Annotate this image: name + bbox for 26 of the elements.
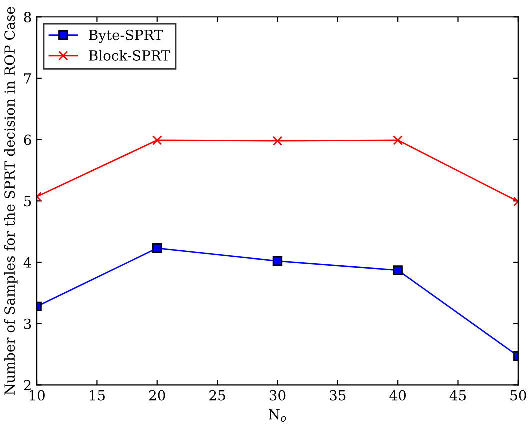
legend-label: Byte-SPRT bbox=[89, 30, 164, 44]
legend-label: Block-SPRT bbox=[89, 50, 170, 61]
y-tick-label: 5 bbox=[24, 196, 32, 207]
y-tick-label: 4 bbox=[24, 257, 32, 268]
x-tick-label: 25 bbox=[210, 390, 226, 401]
point bbox=[393, 266, 403, 276]
point bbox=[393, 136, 403, 146]
x-tick-label: 10 bbox=[30, 390, 45, 401]
y-tick-label: 2 bbox=[24, 380, 31, 390]
y-axis-title: Number of Samples for the SPRT decision in ROP Case bbox=[4, 7, 18, 396]
y-tick-label: 7 bbox=[24, 74, 32, 84]
y-tick-label: 8 bbox=[24, 12, 32, 23]
x-tick-label: 45 bbox=[450, 390, 466, 401]
point bbox=[152, 136, 162, 146]
x-tick-label: 50 bbox=[510, 390, 526, 401]
x-tick-label: 20 bbox=[149, 390, 166, 401]
x-tick-label: 35 bbox=[330, 390, 346, 401]
point bbox=[152, 244, 162, 254]
point bbox=[272, 256, 283, 266]
x-tick-label: 15 bbox=[90, 390, 105, 401]
y-tick-label: 3 bbox=[24, 318, 32, 330]
y-tick-label: 6 bbox=[24, 134, 32, 146]
x-axis-title: N$_{o}$ bbox=[269, 409, 286, 422]
x-tick-label: 40 bbox=[390, 390, 406, 401]
point bbox=[272, 136, 283, 146]
x-tick-label: 30 bbox=[270, 390, 286, 401]
